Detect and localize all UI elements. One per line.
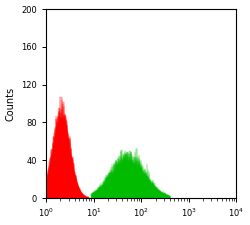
Y-axis label: Counts: Counts — [6, 86, 16, 121]
